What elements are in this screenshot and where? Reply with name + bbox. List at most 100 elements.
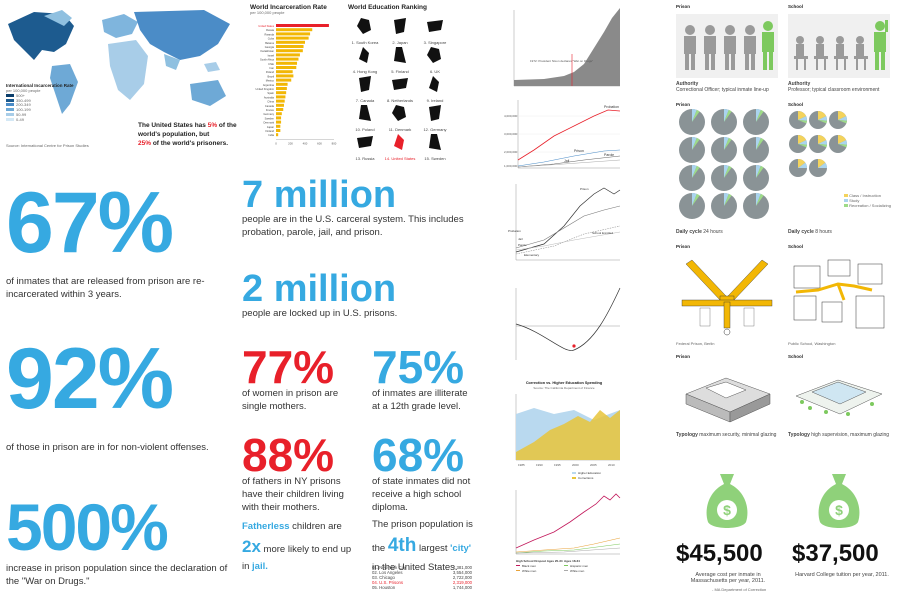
- incarceration-bar: [276, 61, 298, 65]
- incarceration-bar: [276, 40, 305, 44]
- svg-text:Hispanic men: Hispanic men: [570, 564, 589, 568]
- incarceration-country-label: France: [266, 108, 275, 112]
- svg-text:2010: 2010: [608, 463, 615, 467]
- incarceration-bar: [276, 108, 284, 111]
- education-country: 5. Finland: [383, 45, 417, 74]
- daily-pie-slice: [818, 120, 827, 124]
- incarceration-chart-panel: World Incarceration Rate per 100,000 peo…: [250, 4, 338, 152]
- incarceration-country-label: Sweden: [265, 116, 275, 120]
- stat-500-percent: 500%: [6, 490, 169, 564]
- comparison-column: Prison School Authority Correctional Offi…: [676, 4, 896, 596]
- svg-text:Ages 18-34: Ages 18-34: [564, 559, 580, 563]
- daily-pie-slice: [692, 193, 700, 206]
- education-country: 9. Ireland: [418, 74, 452, 103]
- daily-pie-slice: [818, 162, 827, 168]
- prison-plan-caption: Federal Prison, Berlin: [676, 341, 715, 346]
- daily-pie-slice: [798, 120, 807, 124]
- prison-building-illustration: [685, 377, 771, 423]
- incarceration-country-label: Argentina: [263, 83, 275, 87]
- map-legend-item: 500+: [6, 93, 74, 99]
- svg-text:$: $: [723, 502, 731, 518]
- daily-pie-slice: [692, 193, 697, 206]
- school-header-4: School: [788, 354, 804, 359]
- map-legend-title: International Incarceration Rate: [6, 83, 74, 88]
- daily-pie-slice: [838, 140, 847, 145]
- stat-88-percent: 88%: [242, 429, 335, 481]
- daily-pie-slice: [692, 137, 697, 150]
- daily-pie-slice: [756, 109, 764, 122]
- map-legend-subtitle: per 100,000 people: [6, 87, 41, 93]
- svg-text:2,000,000: 2,000,000: [504, 150, 518, 154]
- chart-education-vs-prison: Prison Probation Jail Parole Elementary …: [508, 184, 621, 261]
- incarceration-bar: [276, 116, 282, 120]
- stat-fatherless: Fatherless children are 2x more likely t…: [242, 521, 352, 572]
- daily-pie-slice: [838, 120, 847, 124]
- incarceration-axis-tick: 600: [317, 141, 322, 145]
- incarceration-country-label: Poland: [266, 70, 275, 74]
- city-row: 04. U.S. Prisons 2,319,000: [372, 579, 472, 585]
- incarceration-bar: [276, 24, 329, 27]
- svg-text:Black men: Black men: [522, 564, 536, 568]
- incarceration-bar: [276, 124, 281, 128]
- stat-67-percent: 67%: [6, 175, 174, 271]
- incarceration-bar: [276, 78, 292, 82]
- city-row: 02. Los Angeles 3,554,000: [372, 569, 472, 575]
- u-curve-point: [572, 344, 576, 348]
- area-series: [514, 8, 620, 86]
- europe-shape: [102, 14, 138, 38]
- south-america-shape: [50, 64, 78, 114]
- incarceration-bar: [276, 32, 311, 36]
- incarceration-chart-subtitle: per 100,000 people: [250, 10, 285, 15]
- africa-shape: [108, 40, 148, 100]
- daily-pie-slice: [724, 193, 732, 206]
- prison-line: [517, 149, 621, 167]
- svg-text:Prison: Prison: [580, 187, 589, 191]
- incarceration-bar: [276, 87, 287, 90]
- incarceration-country-label: Australia: [264, 95, 275, 99]
- svg-text:Elementary: Elementary: [524, 253, 540, 257]
- education-country: 7. Canada: [348, 74, 382, 103]
- incarceration-country-label: China: [267, 100, 274, 104]
- world-map-panel: International Incarceration Rate per 100…: [4, 4, 240, 152]
- chart-dropout: High School Dropout Ages 20-34 Ages 18-3…: [515, 490, 621, 573]
- stat-fourth-city: The prison population is the 4th largest…: [372, 519, 473, 573]
- svg-text:Jail: Jail: [518, 237, 523, 241]
- incarceration-axis-tick: 200: [288, 141, 293, 145]
- prison-authority-illustration: [676, 14, 778, 78]
- svg-text:1995: 1995: [554, 463, 561, 467]
- stat-7-million: 7 million: [242, 174, 397, 216]
- daily-pie-slice: [724, 109, 732, 122]
- incarceration-country-label: Iran: [270, 66, 275, 70]
- daily-pie-slice: [724, 165, 732, 178]
- daily-pie-slice: [798, 135, 807, 144]
- daily-pie-slice: [756, 109, 761, 122]
- world-map: [8, 10, 230, 114]
- incarceration-bar: [276, 66, 297, 69]
- incarceration-axis-tick: 0: [275, 141, 277, 145]
- daily-pie-slice: [818, 116, 827, 121]
- svg-text:2000: 2000: [572, 463, 579, 467]
- svg-text:Parole: Parole: [604, 153, 614, 157]
- daily-pie-slice: [798, 140, 807, 145]
- education-country: 1. South Korea: [348, 16, 382, 45]
- svg-text:1985: 1985: [518, 463, 525, 467]
- prison-cost-text: Average cost per inmate in Massachusetts…: [690, 572, 766, 584]
- education-country: 4. Hong Kong: [348, 45, 382, 74]
- stat-68-text: of state inmates did not receive a high …: [372, 476, 471, 513]
- chart1-note: 1972: President Nixon declares "War on D…: [530, 59, 593, 63]
- stat-88-text: of fathers in NY prisons have their chil…: [242, 476, 344, 513]
- school-building-illustration: [795, 379, 883, 416]
- school-authority-caption: Authority Professor; typical classroom en…: [788, 81, 880, 93]
- stat-92-text: of those in prison are in for non-violen…: [6, 442, 209, 453]
- school-daily-pies: [789, 111, 847, 177]
- incarceration-bar: [276, 120, 282, 124]
- map-legend-item: 0-49: [6, 117, 74, 123]
- incarceration-bar: [276, 133, 279, 137]
- chart-spending: Correction vs. Higher Education Spending…: [515, 381, 620, 480]
- prison-floor-plan: [681, 259, 773, 336]
- svg-text:Probation: Probation: [604, 105, 619, 109]
- svg-text:High School Dropout Ages 20-34: High School Dropout Ages 20-34: [516, 559, 563, 563]
- education-ranking-panel: World Education Ranking 1. South Korea 2.…: [348, 4, 452, 161]
- daily-pie-slice: [818, 144, 827, 148]
- education-country: 12. Germany: [418, 103, 452, 132]
